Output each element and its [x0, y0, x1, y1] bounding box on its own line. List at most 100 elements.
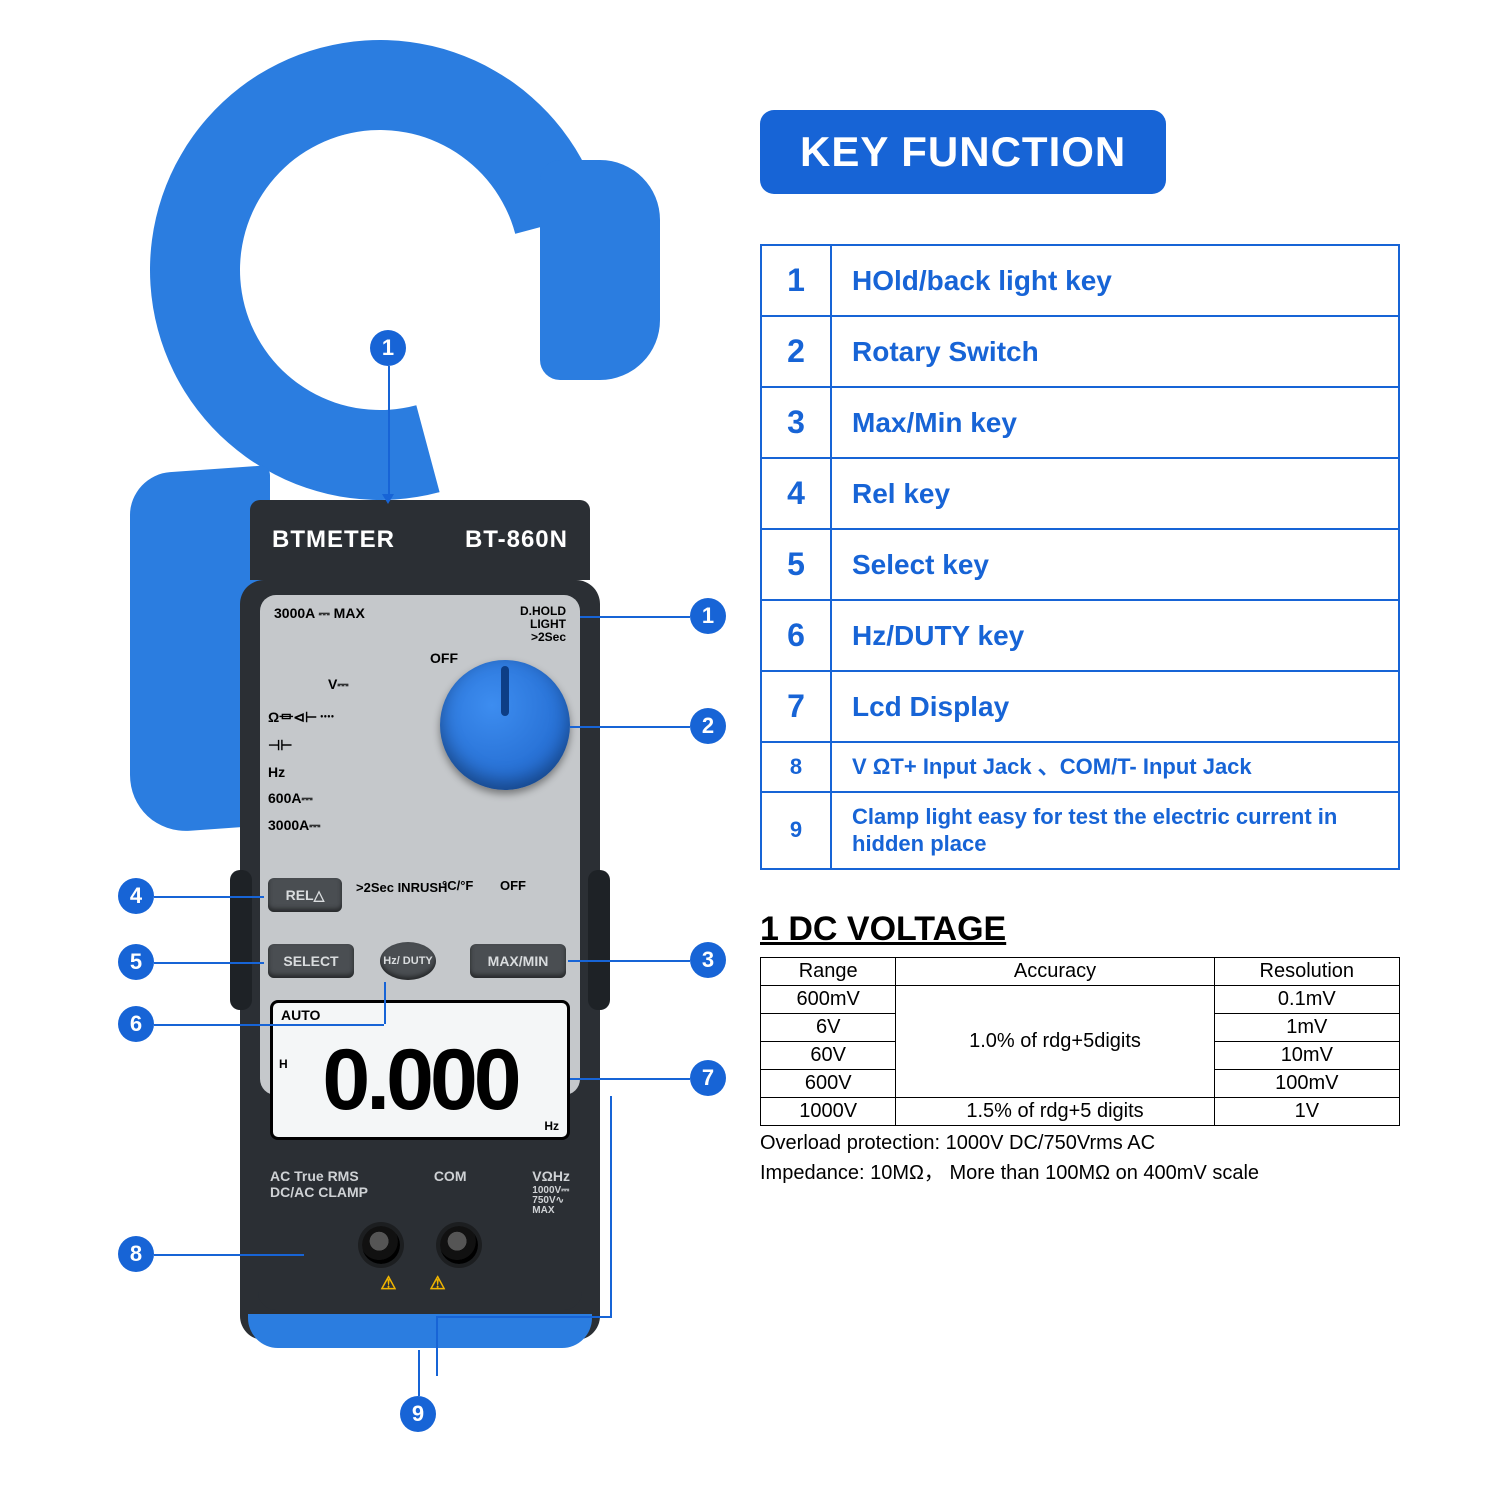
table-row: 3Max/Min key	[761, 387, 1399, 458]
grip-right	[588, 870, 610, 1010]
vohz-label: VΩHz	[532, 1168, 570, 1184]
spec-res: 1V	[1214, 1097, 1399, 1125]
max-rating: 3000A ⎓ MAX	[274, 605, 365, 622]
device-model: BT-860N	[465, 526, 568, 554]
lcd-display: AUTO H 0.000 Hz	[270, 1000, 570, 1140]
table-row: 4Rel key	[761, 458, 1399, 529]
kf-label: Rotary Switch	[831, 316, 1399, 387]
table-row: 600mV 1.0% of rdg+5digits 0.1mV	[761, 985, 1400, 1013]
callout-lead	[154, 962, 264, 964]
kf-label: Hz/DUTY key	[831, 600, 1399, 671]
device-foot	[248, 1314, 592, 1348]
table-row: 8V ΩT+ Input Jack 、COM/T- Input Jack	[761, 742, 1399, 792]
callout-7: 7	[690, 1060, 726, 1096]
dial-labels: OFF V⎓ Ω⏛⊲⊢᠁ ⊣⊢ Hz 600A⎓ 3000A⎓	[268, 640, 428, 844]
dial-off: OFF	[268, 650, 458, 666]
callout-lead	[436, 1316, 612, 1318]
hz-duty-button[interactable]: Hz/ DUTY	[380, 942, 436, 980]
callout-1-right: 1	[690, 598, 726, 634]
dial-inrush: >2Sec INRUSH	[356, 880, 447, 895]
spec-range: 600V	[761, 1069, 896, 1097]
kf-label: Max/Min key	[831, 387, 1399, 458]
callout-lead	[154, 896, 264, 898]
kf-num: 6	[761, 600, 831, 671]
key-function-table: 1HOld/back light key 2Rotary Switch 3Max…	[760, 244, 1400, 870]
infographic-canvas: KEY FUNCTION 1HOld/back light key 2Rotar…	[0, 0, 1500, 1500]
com-jack[interactable]	[362, 1226, 400, 1264]
table-row: 2Rotary Switch	[761, 316, 1399, 387]
callout-lead	[384, 982, 386, 1024]
spec-range: 1000V	[761, 1097, 896, 1125]
callout-lead	[436, 1316, 438, 1376]
table-row: 5Select key	[761, 529, 1399, 600]
kf-label: Select key	[831, 529, 1399, 600]
kf-label: Clamp light easy for test the electric c…	[831, 792, 1399, 869]
device-brand: BTMETER	[272, 526, 395, 554]
callout-5: 5	[118, 944, 154, 980]
spec-range: 600mV	[761, 985, 896, 1013]
spec-res: 10mV	[1214, 1041, 1399, 1069]
callout-3: 3	[690, 942, 726, 978]
warning-icons: ⚠ ⚠	[270, 1273, 570, 1294]
dial-ohm: Ω⏛⊲⊢᠁	[268, 703, 428, 727]
dial-cap: ⊣⊢	[268, 737, 428, 754]
kf-label: Lcd Display	[831, 671, 1399, 742]
table-row: 7Lcd Display	[761, 671, 1399, 742]
device-header: BTMETER BT-860N	[250, 500, 590, 580]
table-row: 1000V 1.5% of rdg+5 digits 1V	[761, 1097, 1400, 1125]
kf-label: HOld/back light key	[831, 245, 1399, 316]
spec-res: 100mV	[1214, 1069, 1399, 1097]
dial-hz: Hz	[268, 764, 428, 780]
key-function-title: KEY FUNCTION	[760, 110, 1166, 194]
callout-lead	[570, 1078, 690, 1080]
rating-max: MAX	[532, 1206, 570, 1216]
callout-4: 4	[118, 878, 154, 914]
vohz-jack[interactable]	[440, 1226, 478, 1264]
kf-num: 2	[761, 316, 831, 387]
bottom-line2: DC/AC CLAMP	[270, 1184, 368, 1200]
bottom-panel: AC True RMS DC/AC CLAMP COM VΩHz 1000V⎓ …	[258, 1160, 582, 1310]
bottom-line1: AC True RMS	[270, 1168, 368, 1184]
max-min-button[interactable]: MAX/MIN	[470, 944, 566, 978]
table-row: 6Hz/DUTY key	[761, 600, 1399, 671]
spec-note: Impedance: 10MΩ， More than 100MΩ on 400m…	[760, 1160, 1440, 1186]
spec-table: Range Accuracy Resolution 600mV 1.0% of …	[760, 957, 1400, 1126]
rel-button[interactable]: REL△	[268, 878, 342, 912]
callout-lead	[570, 726, 690, 728]
com-label: COM	[434, 1168, 467, 1216]
lcd-value: 0.000	[273, 1023, 567, 1137]
dial-3000a: 3000A⎓	[268, 817, 428, 834]
kf-num: 5	[761, 529, 831, 600]
callout-lead	[154, 1024, 384, 1026]
dial-off2: OFF	[500, 878, 526, 893]
kf-num: 9	[761, 792, 831, 869]
device-illustration: BTMETER BT-860N 3000A ⎓ MAX D.HOLD LIGHT…	[70, 40, 710, 1480]
lcd-hold-icon: H	[279, 1057, 288, 1071]
spec-res: 0.1mV	[1214, 985, 1399, 1013]
callout-6: 6	[118, 1006, 154, 1042]
kf-num: 3	[761, 387, 831, 458]
spec-col: Accuracy	[896, 957, 1214, 985]
kf-num: 4	[761, 458, 831, 529]
callout-lead	[568, 960, 690, 962]
spec-accuracy: 1.0% of rdg+5digits	[896, 985, 1214, 1097]
lcd-hz: Hz	[544, 1119, 559, 1133]
kf-label: V ΩT+ Input Jack 、COM/T- Input Jack	[831, 742, 1399, 792]
table-row: Range Accuracy Resolution	[761, 957, 1400, 985]
callout-lead	[610, 1096, 612, 1316]
callout-8: 8	[118, 1236, 154, 1272]
dial-v: V⎓	[328, 676, 428, 693]
callout-1-top: 1	[370, 330, 406, 366]
rotary-switch[interactable]	[440, 660, 570, 790]
spec-range: 60V	[761, 1041, 896, 1069]
callout-lead	[388, 366, 390, 496]
kf-num: 8	[761, 742, 831, 792]
select-button[interactable]: SELECT	[268, 944, 354, 978]
spec-col: Range	[761, 957, 896, 985]
callout-lead	[580, 616, 690, 618]
callout-9: 9	[400, 1396, 436, 1432]
clamp-jaw-tip	[540, 160, 660, 380]
right-column: KEY FUNCTION 1HOld/back light key 2Rotar…	[760, 110, 1440, 1186]
lcd-auto: AUTO	[273, 1003, 567, 1023]
spec-note: Overload protection: 1000V DC/750Vrms AC	[760, 1130, 1440, 1156]
